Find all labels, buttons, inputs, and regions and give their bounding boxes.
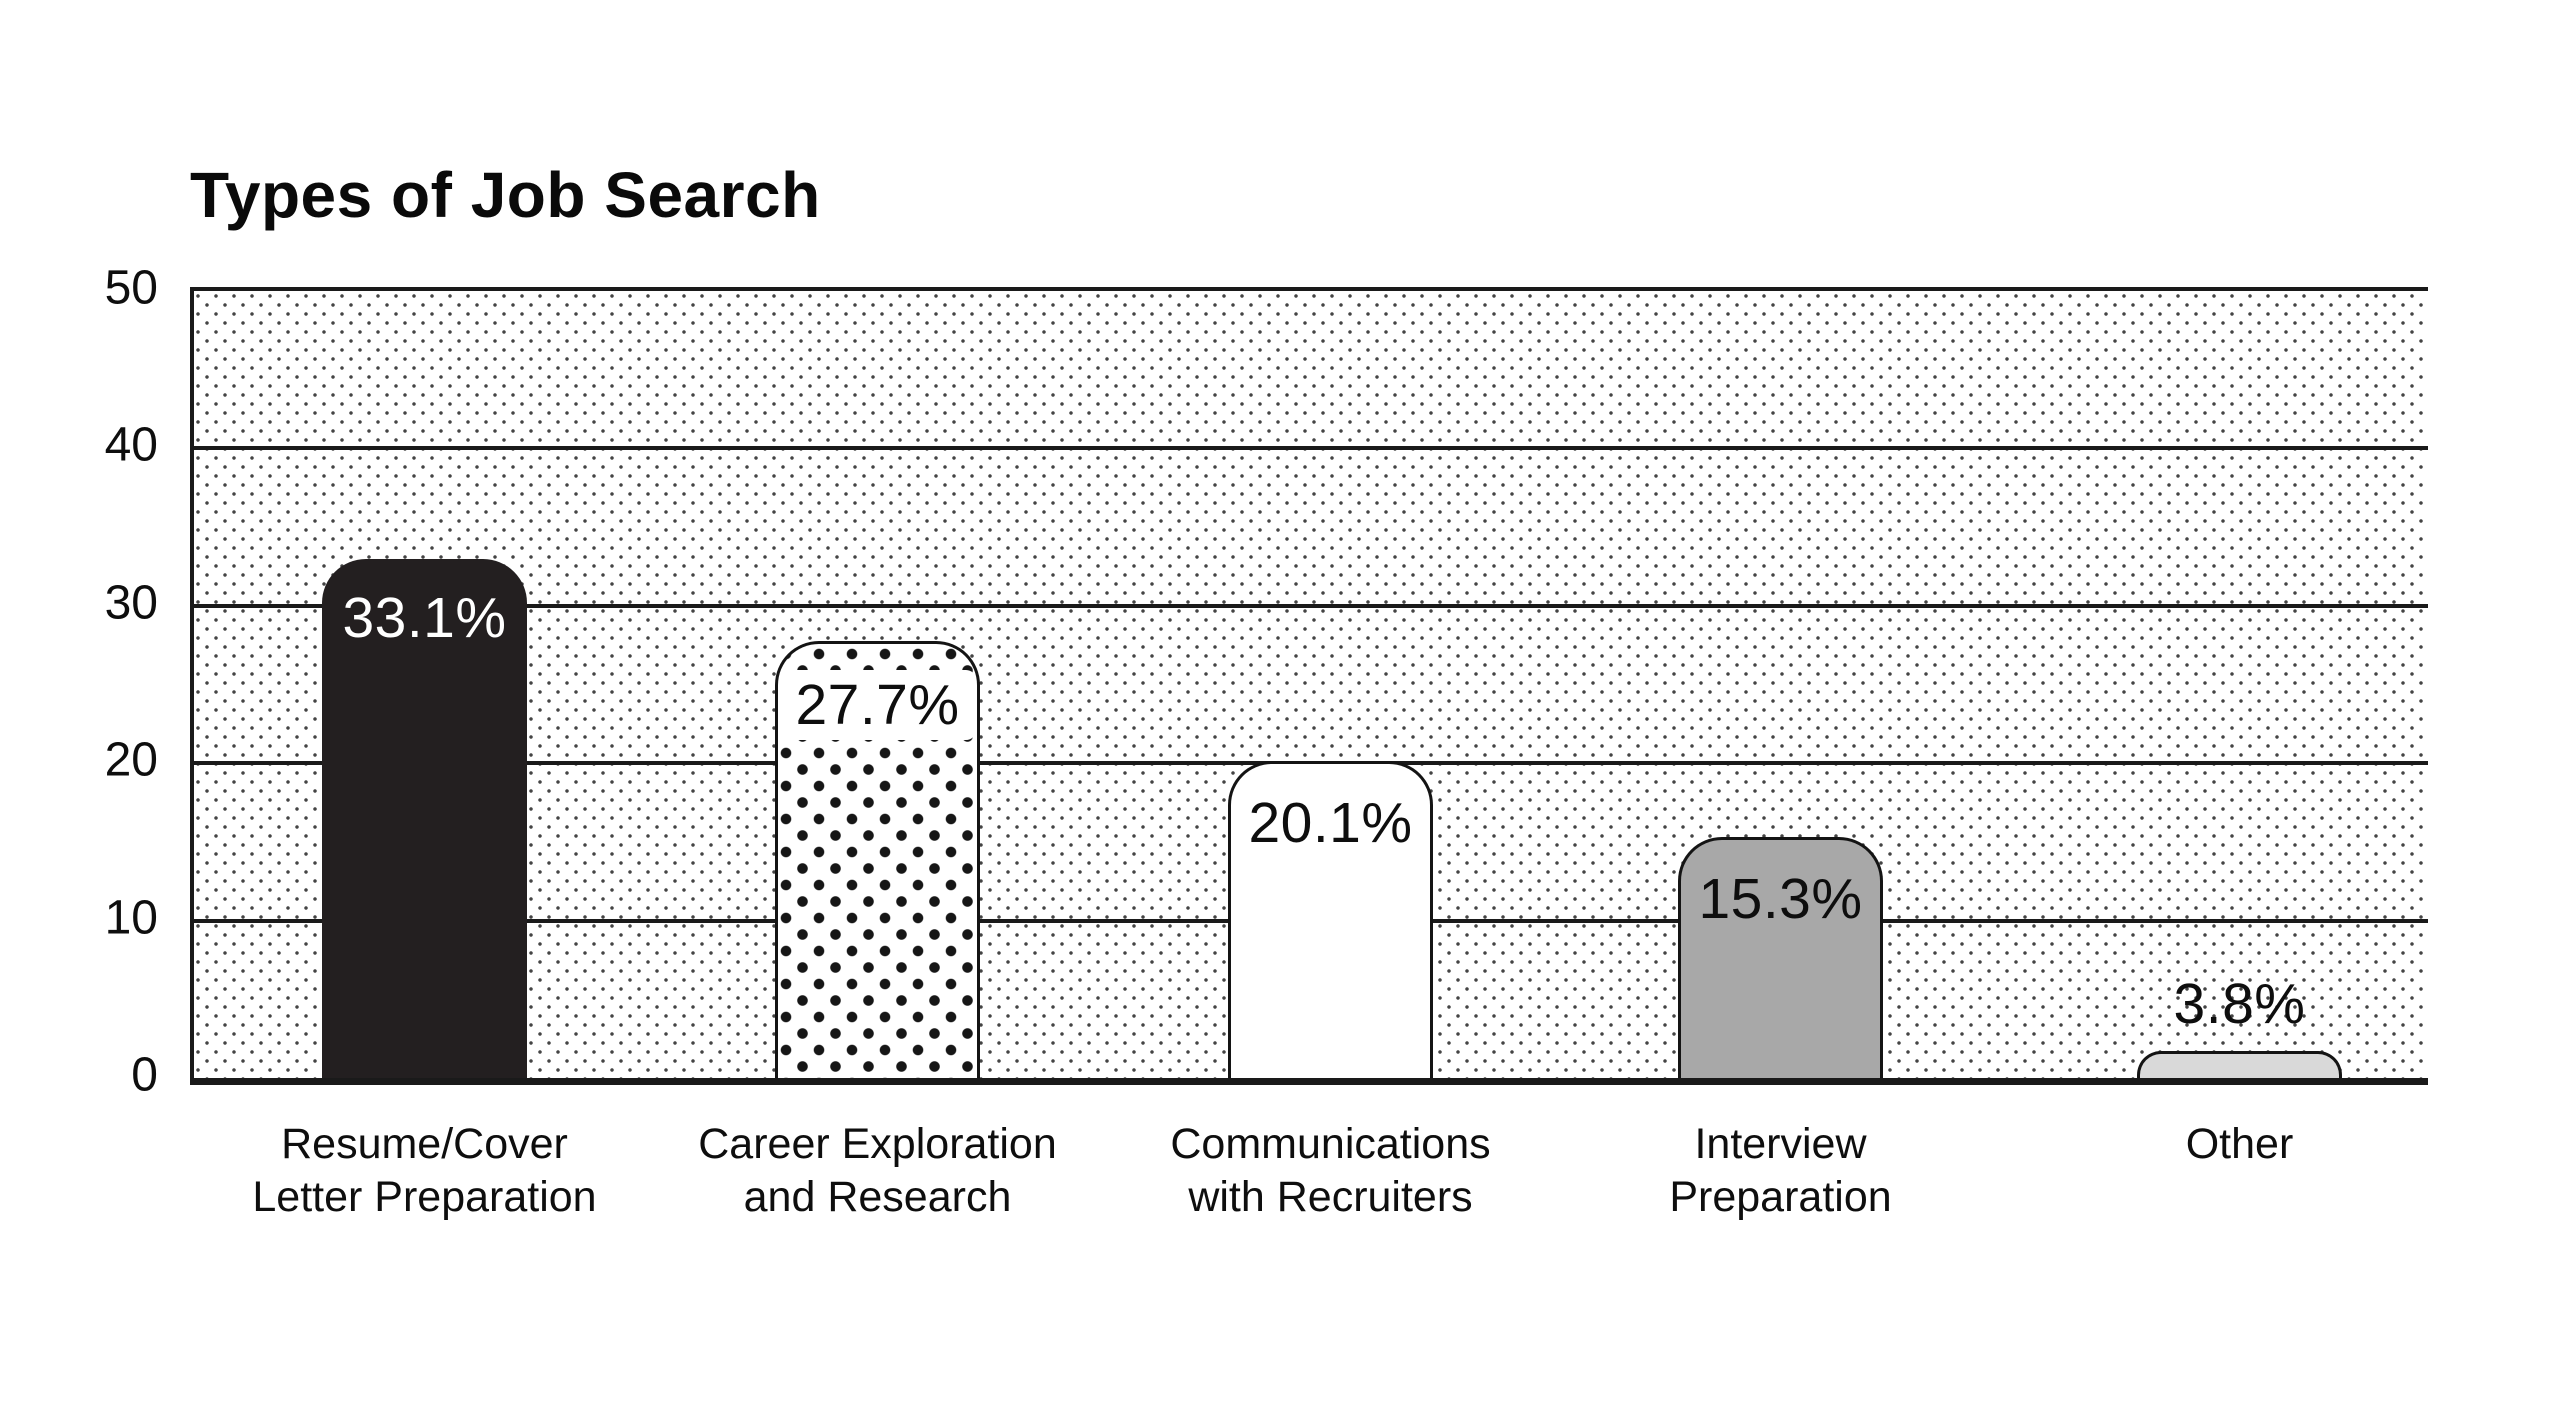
y-tick-label-0: 0	[131, 1048, 158, 1102]
bar-value-label-resume-cover-letter-preparation: 33.1%	[342, 586, 507, 650]
x-label-line: Preparation	[1669, 1173, 1892, 1221]
bar-communications-with-recruiters: 20.1%	[1228, 761, 1433, 1078]
x-label-resume-cover-letter-preparation: Resume/Cover Letter Preparation	[252, 1118, 596, 1224]
bar-value-label-communications-with-recruiters: 20.1%	[1248, 791, 1413, 855]
bar-career-exploration-and-research: 27.7%	[775, 641, 980, 1078]
bar-interview-preparation: 15.3%	[1678, 837, 1883, 1078]
y-tick-label-40: 40	[104, 418, 158, 472]
y-tick-label-30: 30	[104, 576, 158, 630]
chart-title: Types of Job Search	[190, 159, 821, 231]
x-label-line: and Research	[743, 1173, 1012, 1221]
x-label-line: Letter Preparation	[252, 1173, 597, 1221]
gridline-40	[194, 446, 2428, 451]
bar-value-label-interview-preparation: 15.3%	[1698, 867, 1863, 931]
x-label-line: Interview	[1694, 1120, 1867, 1168]
plot-area: 33.1% 27.7% 20.1% 15.3% 3.8%	[190, 287, 2428, 1085]
x-label-line: with Recruiters	[1188, 1173, 1473, 1221]
bar-value-label-career-exploration-and-research: 27.7%	[778, 670, 977, 740]
bar-value-label-halo: 27.7%	[779, 670, 976, 740]
x-label-line: Resume/Cover	[281, 1120, 568, 1168]
bar-other: 3.8%	[2137, 972, 2342, 1078]
x-label-line: Communications	[1170, 1120, 1491, 1168]
y-tick-label-10: 10	[104, 891, 158, 945]
x-label-other: Other	[2186, 1118, 2294, 1171]
y-tick-label-50: 50	[104, 261, 158, 315]
x-label-line: Career Exploration	[698, 1120, 1057, 1168]
bar-value-label-other: 3.8%	[2173, 972, 2306, 1036]
gridline-30	[194, 603, 2428, 608]
y-tick-label-20: 20	[104, 733, 158, 787]
x-label-communications-with-recruiters: Communications with Recruiters	[1170, 1118, 1490, 1224]
x-label-line: Other	[2185, 1120, 2294, 1168]
x-label-career-exploration-and-research: Career Exploration and Research	[698, 1118, 1057, 1224]
x-label-interview-preparation: Interview Preparation	[1669, 1118, 1891, 1224]
bar-resume-cover-letter-preparation: 33.1%	[322, 559, 527, 1078]
